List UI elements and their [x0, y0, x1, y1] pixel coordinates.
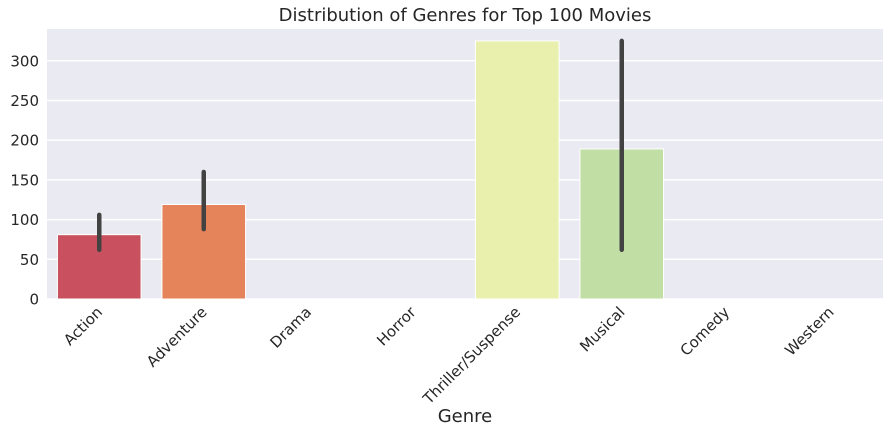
y-tick-label: 200	[10, 132, 39, 150]
x-tick-label: Horror	[373, 303, 420, 350]
x-axis-label: Genre	[438, 406, 493, 427]
x-axis-ticks: Action Adventure Drama Horror Thriller/Suspe…	[60, 303, 837, 409]
x-tick-label: Comedy	[677, 303, 734, 360]
x-tick-label: Action	[60, 303, 106, 349]
y-tick-label: 250	[10, 92, 39, 110]
bar-thriller-suspense	[474, 40, 560, 300]
y-tick-label: 100	[10, 211, 39, 229]
y-tick-label: 50	[20, 251, 39, 269]
y-tick-label: 150	[10, 171, 39, 189]
x-tick-label: Thriller/Suspense	[419, 303, 524, 408]
y-tick-label: 300	[10, 52, 39, 70]
x-tick-label: Drama	[266, 303, 315, 352]
y-tick-label: 0	[29, 291, 39, 309]
x-tick-label: Western	[781, 303, 837, 359]
chart-title: Distribution of Genres for Top 100 Movie…	[279, 5, 652, 26]
x-tick-label: Adventure	[143, 303, 211, 371]
y-axis-ticks: 0 50 100 150 200 250 300	[10, 52, 39, 308]
error-bars	[97, 38, 624, 253]
x-tick-label: Musical	[576, 303, 628, 355]
